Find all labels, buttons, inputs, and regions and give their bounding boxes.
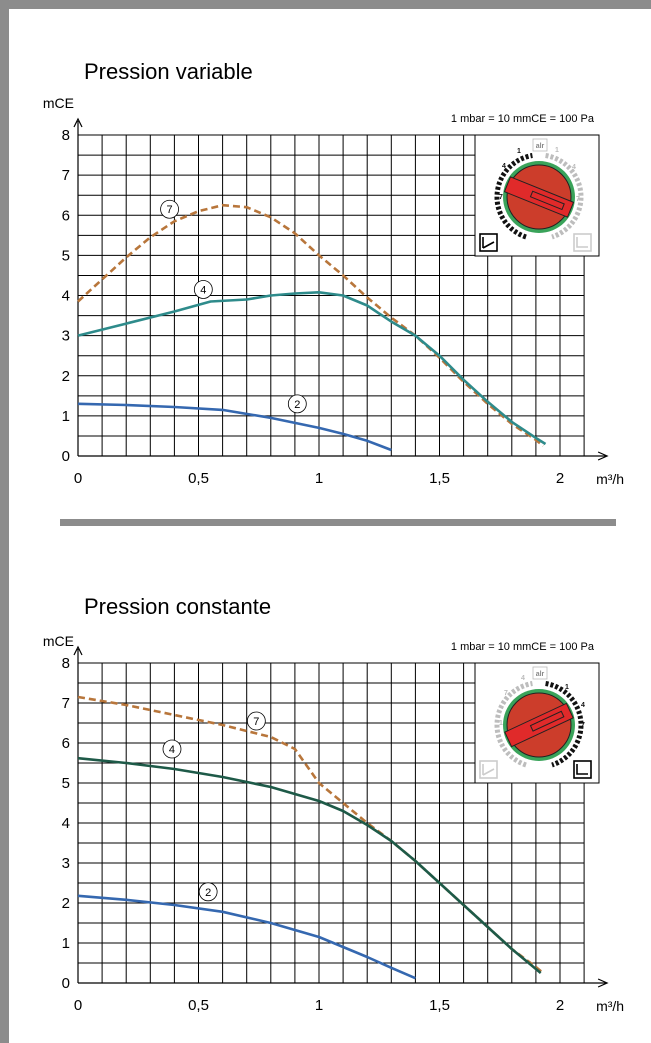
chart-title-variable: Pression variable <box>84 59 253 84</box>
dial-number: 4 <box>502 163 506 170</box>
x-tick-label: 0 <box>74 470 82 487</box>
x-tick-label: 0,5 <box>188 470 209 487</box>
curve-7 <box>77 695 544 974</box>
y-tick-label: 2 <box>62 368 70 385</box>
dial-number: 1 <box>499 720 503 727</box>
dial-number: 4 <box>581 702 585 709</box>
x-axis-label: m³/h <box>596 998 624 1014</box>
dial-number: 7 <box>499 194 503 201</box>
x-tick-label: 1 <box>315 470 323 487</box>
dial-logo-box <box>532 138 548 152</box>
dial-logo-text: alr <box>536 143 545 150</box>
x-tick-label: 2 <box>556 997 564 1014</box>
y-tick-label: 3 <box>62 328 70 345</box>
x-tick-label: 1,5 <box>429 997 450 1014</box>
x-axis-arrow <box>597 451 609 461</box>
constant-mode-symbol <box>576 237 588 248</box>
speed-dial-inset: alr 4 7 1 1 4 7 <box>474 662 600 784</box>
dial-indicator-slot <box>529 190 565 211</box>
curve-label-circle <box>287 394 307 414</box>
dial-scale-left <box>494 681 533 768</box>
pressure-chart-variable: 0 1 2 3 4 5 6 7 8 0 0,5 1 1,5 2 mCE m³/h 1 mbar = 10 mmC… <box>43 95 624 487</box>
dial-scale-left <box>494 153 533 240</box>
curve-label: 2 <box>205 887 211 899</box>
y-tick-label: 8 <box>62 655 70 672</box>
curve-label-circle <box>162 739 182 759</box>
y-tick-label: 1 <box>62 935 70 952</box>
y-tick-label: 6 <box>62 735 70 752</box>
x-tick-label: 1,5 <box>429 470 450 487</box>
dial-scale-right <box>545 681 584 768</box>
dial-number: 4 <box>572 164 576 171</box>
curve-label: 4 <box>169 744 175 756</box>
y-tick-label: 7 <box>62 695 70 712</box>
dial-number: 4 <box>521 675 525 682</box>
dial-indicator <box>504 702 574 748</box>
y-tick-label: 0 <box>62 448 70 465</box>
y-tick-label: 5 <box>62 775 70 792</box>
y-tick-label: 8 <box>62 127 70 144</box>
x-tick-label: 1 <box>315 997 323 1014</box>
curve-4 <box>77 756 542 974</box>
curve-7 <box>77 203 544 447</box>
x-tick-label: 0 <box>74 997 82 1014</box>
y-tick-label: 6 <box>62 207 70 224</box>
variable-mode-symbol <box>482 764 495 776</box>
dial-number: 1 <box>555 147 559 154</box>
x-tick-label: 2 <box>556 470 564 487</box>
curve-label: 7 <box>253 716 259 728</box>
dial-number: 7 <box>581 722 585 729</box>
curve-label-circle <box>198 882 218 902</box>
y-tick-label: 0 <box>62 975 70 992</box>
curve-label: 7 <box>167 204 173 216</box>
dial-scale-right <box>545 153 584 240</box>
constant-mode-symbol <box>576 764 588 775</box>
y-tick-label: 7 <box>62 167 70 184</box>
section-divider <box>60 519 616 526</box>
dial-number: 7 <box>504 690 508 697</box>
y-tick-label: 3 <box>62 855 70 872</box>
dial-number: 1 <box>565 684 569 691</box>
variable-mode-symbol <box>482 237 495 249</box>
dial-logo-box <box>532 666 548 680</box>
curve-2 <box>77 402 392 452</box>
speed-dial-inset: alr 1 4 7 4 7 1 <box>474 134 600 257</box>
curve-2 <box>77 894 416 980</box>
curve-label-circle <box>160 199 179 219</box>
chart-title-constant: Pression constante <box>84 594 272 619</box>
curve-label-circle <box>246 711 266 731</box>
dial-number: 1 <box>517 148 521 155</box>
conversion-note: 1 mbar = 10 mmCE = 100 Pa <box>451 113 595 125</box>
curve-label-circle <box>193 280 213 299</box>
curve-label: 2 <box>294 399 300 411</box>
y-tick-label: 4 <box>62 815 70 832</box>
x-axis-label: m³/h <box>596 471 624 487</box>
dial-number: 7 <box>576 196 580 203</box>
y-axis-label: mCE <box>43 95 74 111</box>
y-tick-label: 1 <box>62 408 70 425</box>
dial-indicator-slot <box>529 710 565 732</box>
y-axis-arrow <box>73 117 83 128</box>
curve-label: 4 <box>200 284 206 296</box>
x-tick-label: 0,5 <box>188 997 209 1014</box>
y-tick-label: 2 <box>62 895 70 912</box>
y-tick-label: 4 <box>62 288 70 305</box>
y-axis-arrow <box>73 645 83 656</box>
y-axis-label: mCE <box>43 633 74 649</box>
y-tick-label: 5 <box>62 247 70 264</box>
curve-4 <box>77 291 547 446</box>
x-axis-arrow <box>597 978 609 988</box>
dial-indicator <box>503 176 575 218</box>
conversion-note: 1 mbar = 10 mmCE = 100 Pa <box>451 641 595 653</box>
dial-logo-text: alr <box>536 671 545 678</box>
